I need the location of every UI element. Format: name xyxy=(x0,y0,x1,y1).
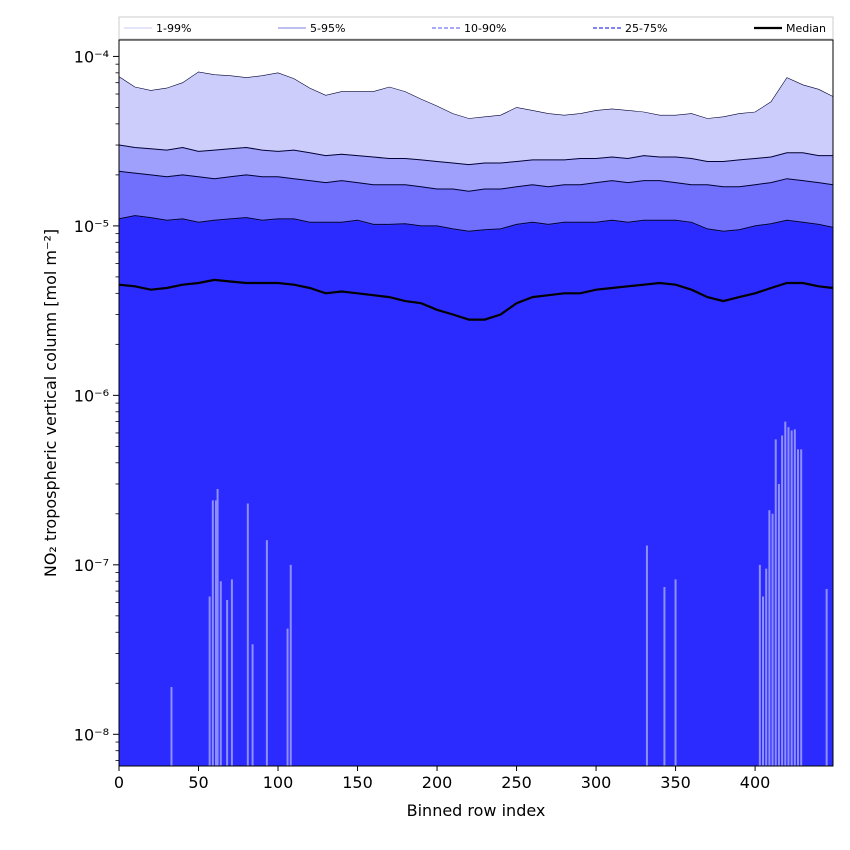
band-edge-90pct xyxy=(118,170,834,192)
median-line xyxy=(118,278,834,321)
legend-label: 10-90% xyxy=(464,22,506,35)
y-axis-label: NO₂ tropospheric vertical column [mol m⁻… xyxy=(41,229,60,577)
x-tick-label: 0 xyxy=(114,773,124,792)
x-tick-label: 300 xyxy=(581,773,612,792)
band-edge-5-95pct xyxy=(118,71,834,119)
x-tick-label: 100 xyxy=(263,773,294,792)
legend: 1-99% 5-95% 10-90% 25-75% Median xyxy=(118,16,834,40)
y-tick-label: 10⁻⁷ xyxy=(74,556,109,575)
x-tick-label: 150 xyxy=(342,773,373,792)
band-inner xyxy=(119,216,833,767)
legend-label: Median xyxy=(786,22,826,35)
y-tick-label: 10⁻⁴ xyxy=(74,47,109,66)
x-tick-label: 400 xyxy=(740,773,771,792)
legend-label: 5-95% xyxy=(310,22,345,35)
y-axis: 10⁻⁸ 10⁻⁷ 10⁻⁶ 10⁻⁵ 10⁻⁴ xyxy=(74,47,119,761)
legend-label: 25-75% xyxy=(625,22,667,35)
x-tick-label: 200 xyxy=(422,773,453,792)
y-tick-label: 10⁻⁸ xyxy=(74,725,109,744)
y-tick-label: 10⁻⁶ xyxy=(74,386,109,405)
y-tick-label: 10⁻⁵ xyxy=(74,217,109,236)
legend-label: 1-99% xyxy=(156,22,191,35)
x-tick-label: 50 xyxy=(188,773,208,792)
band-edge-95pct xyxy=(118,144,833,166)
x-tick-label: 250 xyxy=(501,773,532,792)
x-axis: 0 50 100 150 200 250 300 350 400 xyxy=(114,766,770,792)
legend-box xyxy=(118,16,834,40)
band-edge-75pct xyxy=(118,215,834,232)
x-axis-label: Binned row index xyxy=(407,801,546,820)
x-tick-label: 350 xyxy=(660,773,691,792)
plot-area xyxy=(118,40,834,767)
